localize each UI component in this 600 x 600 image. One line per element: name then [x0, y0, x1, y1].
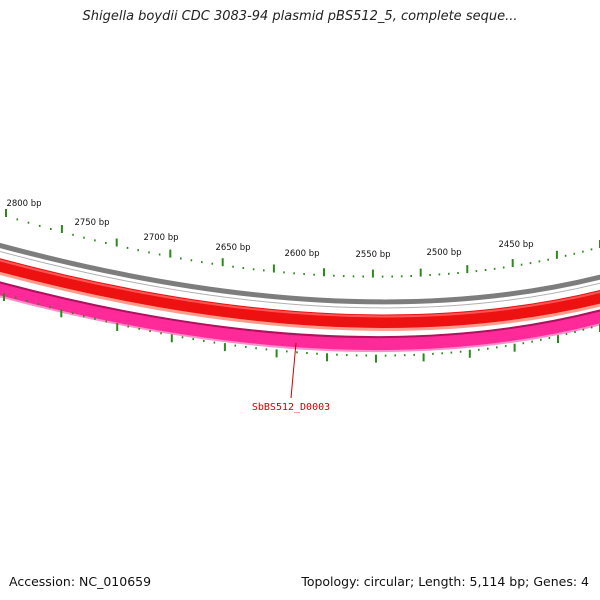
forward-gene-track	[0, 258, 600, 329]
inner-tick-ruler	[3, 293, 600, 363]
ruler-label: 2450 bp	[498, 240, 533, 250]
sequence-tracks	[0, 242, 600, 353]
map-title: Shigella boydii CDC 3083-94 plasmid pBS5…	[82, 9, 518, 24]
ruler-label: 2700 bp	[143, 233, 178, 243]
ruler-label: 2800 bp	[6, 199, 41, 209]
reverse-gene-track	[0, 282, 600, 351]
ruler-label: 2500 bp	[426, 248, 461, 258]
gene-callout-line	[290, 342, 297, 399]
backbone-arc	[0, 242, 600, 305]
ruler-label: 2600 bp	[284, 249, 319, 259]
ruler-labels: 2800 bp 2750 bp 2700 bp 2650 bp 2600 bp 2550 …	[6, 199, 533, 260]
accession-text: Accession: NC_010659	[9, 574, 152, 589]
ruler-label: 2650 bp	[215, 243, 250, 253]
forward-gene-track-highlight	[0, 259, 600, 318]
gene-callout: SbBS512_D0003	[252, 342, 330, 413]
reverse-gene-track-edge	[0, 281, 600, 339]
outer-tick-ruler	[5, 209, 600, 278]
forward-gene-track-edge	[0, 271, 600, 331]
gene-label-sbbs512-d0003: SbBS512_D0003	[252, 402, 330, 413]
ruler-label: 2550 bp	[355, 250, 390, 260]
backbone-inner-line	[0, 250, 600, 309]
ruler-label: 2750 bp	[74, 218, 109, 228]
topology-summary: Topology: circular; Length: 5,114 bp; Ge…	[301, 574, 589, 589]
